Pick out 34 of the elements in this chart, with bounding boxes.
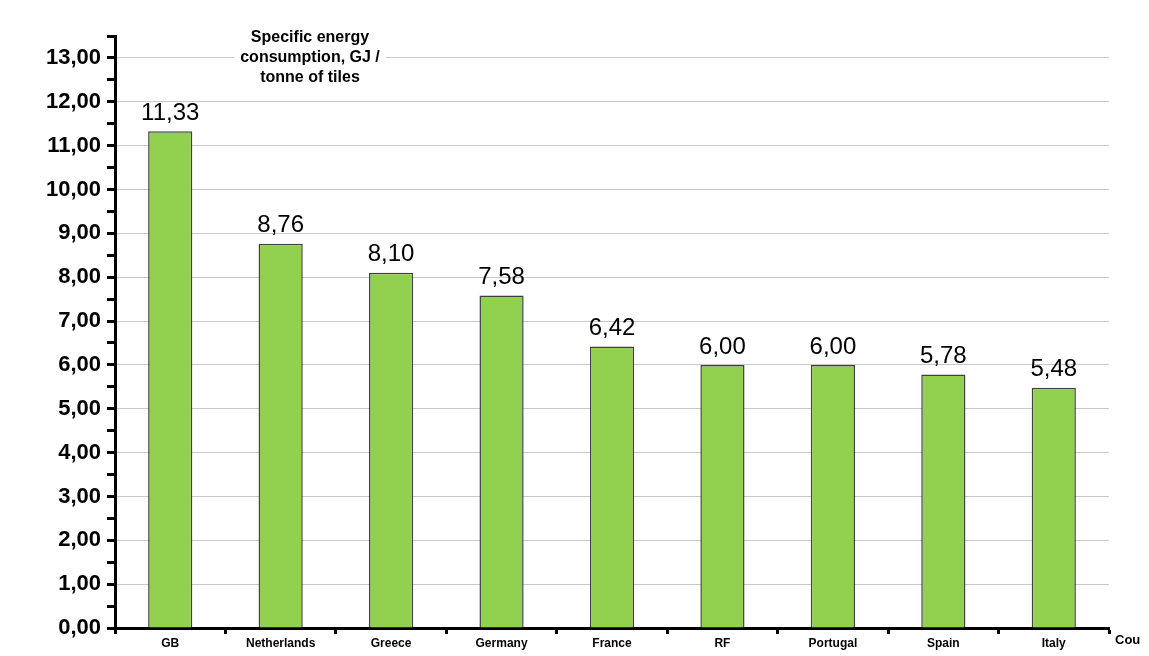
x-tick-label: Italy	[1041, 635, 1067, 650]
x-axis-title: Cou	[1115, 632, 1141, 648]
y-tick-label: 6,00	[58, 350, 101, 376]
y-tick-label: 9,00	[58, 219, 101, 245]
y-tick-label: 7,00	[58, 307, 101, 333]
data-label: 6,00	[699, 331, 746, 359]
y-tick-label: 13,00	[45, 43, 101, 69]
y-tick-label: 8,00	[58, 263, 101, 289]
y-tick-label: 11,00	[47, 131, 101, 157]
data-label: 5,48	[1030, 354, 1078, 382]
y-tick-label: 12,00	[45, 87, 101, 113]
data-label: 6,42	[588, 313, 636, 341]
x-tick-label: Greece	[370, 635, 412, 650]
data-label: 6,00	[809, 331, 857, 359]
x-tick-label: Spain	[927, 635, 960, 650]
x-tick-label: RF	[714, 635, 731, 650]
data-label: 8,76	[257, 210, 305, 238]
x-tick-label: France	[592, 635, 632, 650]
y-tick-label: 0,00	[58, 614, 101, 640]
data-label: 8,10	[367, 239, 415, 267]
x-tick-label: Netherlands	[245, 635, 316, 650]
y-tick-label: 3,00	[58, 482, 101, 508]
data-label: 7,58	[478, 262, 525, 290]
y-tick-label: 10,00	[45, 175, 101, 201]
y-tick-label: 1,00	[58, 570, 101, 596]
y-tick-label: 4,00	[58, 438, 101, 464]
data-label: 11,33	[141, 97, 200, 125]
x-tick-label: Germany	[475, 635, 528, 650]
x-tick-label: GB	[161, 635, 180, 650]
text: Specific energy consumption, GJ / tonne of tiles	[240, 28, 381, 86]
y-tick-label: 2,00	[58, 526, 101, 552]
y-tick-label: 5,00	[58, 394, 101, 420]
data-label: 5,78	[919, 341, 967, 369]
x-tick-label: Portugal	[808, 635, 858, 650]
